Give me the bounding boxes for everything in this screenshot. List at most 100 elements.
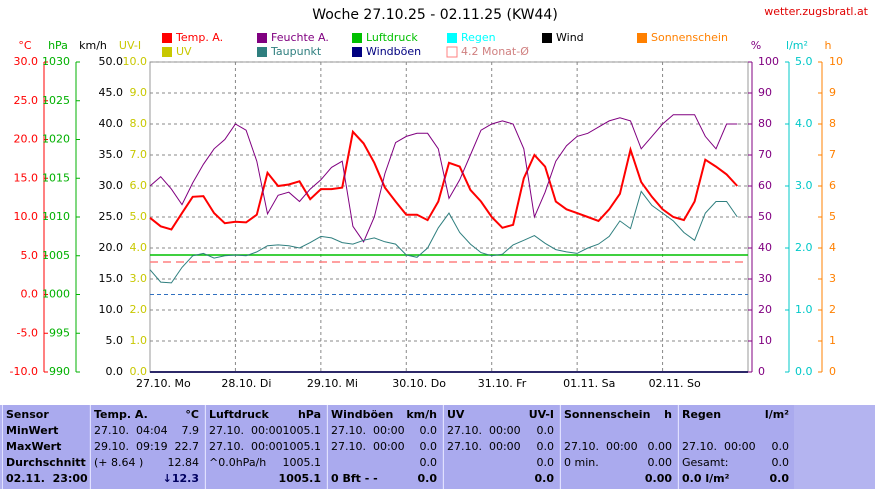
tick-label: 25.0 [14, 94, 39, 107]
table-cell: 27.10. 00:00 [209, 424, 283, 437]
tick-label: 1000 [42, 288, 70, 301]
table-cell: Luftdruck [209, 408, 269, 421]
legend-swatch [352, 33, 362, 43]
table-cell: 0.0 l/m² [682, 472, 730, 485]
legend-label: Regen [461, 31, 496, 44]
axis-title: % [751, 39, 761, 52]
table-cell: 27.10. 00:00 [682, 440, 756, 453]
legend-label: Temp. A. [175, 31, 223, 44]
table-cell: 27.10. 00:00 [209, 440, 283, 453]
legend-label: 4.2 Monat-Ø [461, 45, 529, 58]
axis-title: hPa [48, 39, 68, 52]
tick-label: 30 [758, 272, 772, 285]
table-column [678, 405, 794, 489]
tick-label: 5.0 [106, 334, 124, 347]
tick-label: 995 [49, 326, 70, 339]
tick-label: 20.0 [14, 133, 39, 146]
tick-label: 70 [758, 148, 772, 161]
tick-label: 50 [758, 210, 772, 223]
table-cell: l/m² [764, 408, 789, 421]
table-column [90, 405, 204, 489]
tick-label: 15.0 [14, 171, 39, 184]
series-line [149, 129, 739, 231]
tick-label: 7 [829, 148, 836, 161]
legend-label: UV [176, 45, 192, 58]
table-cell: UV [447, 408, 465, 421]
table-cell: 27.10. 00:00 [331, 424, 405, 437]
table-cell: Regen [682, 408, 722, 421]
table-cell: 0.0 [417, 472, 438, 485]
table-cell: 1005.1 [278, 472, 321, 485]
tick-label: 0 [829, 365, 836, 378]
table-cell: 0.0 [419, 424, 438, 437]
table-cell: 27.10. 00:00 [447, 424, 521, 437]
tick-label: 3 [829, 272, 836, 285]
table-cell: Durchschnitt [6, 456, 86, 469]
tick-label: 45.0 [99, 86, 124, 99]
table-cell: Gesamt: [682, 456, 729, 469]
tick-label: 10.0 [14, 210, 39, 223]
x-tick-label: 27.10. Mo [136, 377, 191, 390]
tick-label: 10 [829, 55, 843, 68]
legend-swatch [257, 33, 267, 43]
table-cell: 7.9 [181, 424, 200, 437]
table-cell: 1005.1 [282, 440, 322, 453]
tick-label: 4.0 [130, 241, 148, 254]
tick-label: 1 [829, 334, 836, 347]
x-tick-label: 01.11. Sa [563, 377, 615, 390]
table-cell: 0.0 [769, 472, 790, 485]
table-column [327, 405, 442, 489]
tick-label: 40.0 [99, 117, 124, 130]
tick-label: -10.0 [10, 365, 38, 378]
tick-label: 9.0 [130, 86, 148, 99]
table-cell: Temp. A. [94, 408, 148, 421]
tick-label: 0.0 [130, 365, 148, 378]
table-cell: hPa [297, 408, 321, 421]
tick-label: 50.0 [99, 55, 124, 68]
tick-label: 60 [758, 179, 772, 192]
chart: Woche 27.10.25 - 02.11.25 (KW44) wetter.… [10, 5, 869, 390]
tick-label: 8 [829, 117, 836, 130]
table-cell: 22.7 [174, 440, 200, 453]
axis-title: h [825, 39, 832, 52]
tick-label: 40 [758, 241, 772, 254]
tick-label: 0.0 [106, 365, 124, 378]
tick-label: 15.0 [99, 272, 124, 285]
table-cell: 29.10. 09:19 [94, 440, 168, 453]
x-tick-label: 02.11. So [649, 377, 701, 390]
tick-label: 6.0 [130, 179, 148, 192]
tick-label: 4.0 [795, 117, 813, 130]
table-cell: 27.10. 04:04 [94, 424, 168, 437]
plot-area [149, 61, 749, 373]
table-cell: 12.84 [167, 456, 200, 469]
table-cell: 27.10. 00:00 [447, 440, 521, 453]
tick-label: 1010 [42, 210, 70, 223]
legend-swatch [447, 33, 457, 43]
tick-label: 1005 [42, 249, 70, 262]
table-cell: km/h [406, 408, 437, 421]
table-cell: 27.10. 00:00 [564, 440, 638, 453]
x-tick-label: 31.10. Fr [478, 377, 527, 390]
legend-swatch [542, 33, 552, 43]
tick-label: 30.0 [14, 55, 39, 68]
legend-swatch [162, 33, 172, 43]
series-line [149, 114, 738, 243]
table-cell: 0.0 [536, 456, 555, 469]
axis-title: km/h [79, 39, 107, 52]
tick-label: 1.0 [130, 334, 148, 347]
axis-title: l/m² [786, 39, 808, 52]
tick-label: 5.0 [795, 55, 813, 68]
tick-label: 9 [829, 86, 836, 99]
table-cell: 0.0 [536, 440, 555, 453]
table-column [560, 405, 677, 489]
tick-label: 0 [758, 365, 765, 378]
tick-label: 30.0 [99, 179, 124, 192]
legend-swatch [446, 46, 458, 58]
tick-label: 1.0 [795, 303, 813, 316]
tick-label: 5.0 [130, 210, 148, 223]
table-cell: h [664, 408, 672, 421]
tick-label: 0.0 [795, 365, 813, 378]
legend-swatch [257, 47, 267, 57]
series-line [149, 190, 738, 284]
